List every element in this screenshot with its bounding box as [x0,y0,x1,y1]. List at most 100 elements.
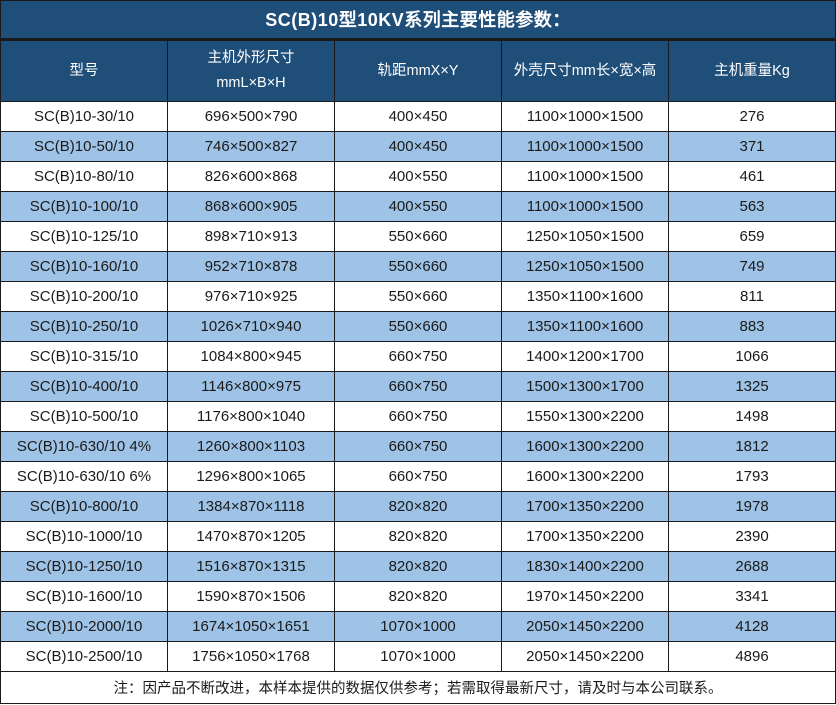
table-cell: 1146×800×975 [167,371,335,402]
table-cell: 1350×1100×1600 [501,281,669,312]
table-cell: SC(B)10-400/10 [0,371,168,402]
table-cell: 1550×1300×2200 [501,401,669,432]
table-cell: SC(B)10-1250/10 [0,551,168,582]
table-cell: 4128 [668,611,836,642]
table-cell: 550×660 [334,281,502,312]
table-cell: 826×600×868 [167,161,335,192]
table-cell: 371 [668,131,836,162]
table-cell: 952×710×878 [167,251,335,282]
table-cell: 811 [668,281,836,312]
table-cell: 1100×1000×1500 [501,161,669,192]
table-cell: 660×750 [334,461,502,492]
footer-row: 注：因产品不断改进，本样本提供的数据仅供参考；若需取得最新尺寸，请及时与本公司联… [0,671,836,704]
table-body: SC(B)10-30/10 696×500×790 400×450 1100×1000… [0,101,836,672]
table-row: SC(B)10-630/10 6% 1296×800×1065 660×750 160… [0,461,836,492]
table-cell: 1978 [668,491,836,522]
table-cell: 660×750 [334,431,502,462]
table-cell: 1084×800×945 [167,341,335,372]
table-row: SC(B)10-400/10 1146×800×975 660×750 1500×13… [0,371,836,402]
table-cell: SC(B)10-2000/10 [0,611,168,642]
table-row: SC(B)10-630/10 4% 1260×800×1103 660×750 160… [0,431,836,462]
table-cell: 1026×710×940 [167,311,335,342]
table-cell: 1700×1350×2200 [501,491,669,522]
table-cell: SC(B)10-630/10 4% [0,431,168,462]
table-row: SC(B)10-200/10 976×710×925 550×660 1350×110… [0,281,836,312]
column-header: 主机重量Kg [668,40,836,102]
table-cell: 1498 [668,401,836,432]
table-cell: SC(B)10-160/10 [0,251,168,282]
table-row: SC(B)10-1250/10 1516×870×1315 820×820 1830×… [0,551,836,582]
table-cell: 400×550 [334,161,502,192]
table-cell: 660×750 [334,341,502,372]
table-cell: 659 [668,221,836,252]
table-cell: 820×820 [334,581,502,612]
table-cell: SC(B)10-250/10 [0,311,168,342]
table-cell: 820×820 [334,521,502,552]
column-header: 轨距mmX×Y [334,40,502,102]
table-cell: SC(B)10-30/10 [0,101,168,132]
table-cell: 563 [668,191,836,222]
table-cell: 898×710×913 [167,221,335,252]
table-row: SC(B)10-125/10 898×710×913 550×660 1250×105… [0,221,836,252]
table-cell: 1100×1000×1500 [501,101,669,132]
table-cell: 2050×1450×2200 [501,611,669,642]
table-cell: 550×660 [334,221,502,252]
table-cell: 1100×1000×1500 [501,191,669,222]
table-cell: 1250×1050×1500 [501,221,669,252]
table-cell: 1600×1300×2200 [501,461,669,492]
table-cell: 3341 [668,581,836,612]
table-cell: 400×450 [334,131,502,162]
table-cell: 1350×1100×1600 [501,311,669,342]
table-cell: 276 [668,101,836,132]
table-cell: SC(B)10-200/10 [0,281,168,312]
table-cell: 2050×1450×2200 [501,641,669,672]
table-row: SC(B)10-500/10 1176×800×1040 660×750 1550×1… [0,401,836,432]
table-header: 型号 主机外形尺寸 mmL×B×H 轨距mmX×Y 外壳尺寸mm长×宽×高 主机重量Kg [0,40,836,102]
column-header: 主机外形尺寸 mmL×B×H [167,40,335,102]
table-cell: 660×750 [334,371,502,402]
table-row: SC(B)10-800/10 1384×870×1118 820×820 1700×1… [0,491,836,522]
table-row: SC(B)10-315/10 1084×800×945 660×750 1400×12… [0,341,836,372]
table-cell: SC(B)10-125/10 [0,221,168,252]
table-cell: 1793 [668,461,836,492]
table-cell: 1260×800×1103 [167,431,335,462]
table-cell: 1516×870×1315 [167,551,335,582]
table-row: SC(B)10-250/10 1026×710×940 550×660 1350×11… [0,311,836,342]
table-cell: 550×660 [334,251,502,282]
table-cell: SC(B)10-315/10 [0,341,168,372]
table-row: SC(B)10-2500/10 1756×1050×1768 1070×1000 20… [0,641,836,672]
table-cell: 820×820 [334,491,502,522]
table-cell: 1066 [668,341,836,372]
table-cell: 1600×1300×2200 [501,431,669,462]
table-cell: 1176×800×1040 [167,401,335,432]
table-cell: 1470×870×1205 [167,521,335,552]
table-row: SC(B)10-1000/10 1470×870×1205 820×820 1700×… [0,521,836,552]
table-cell: 400×450 [334,101,502,132]
table-cell: 2688 [668,551,836,582]
header-row: 型号 主机外形尺寸 mmL×B×H 轨距mmX×Y 外壳尺寸mm长×宽×高 主机重量Kg [0,40,836,102]
spec-table: 型号 主机外形尺寸 mmL×B×H 轨距mmX×Y 外壳尺寸mm长×宽×高 主机重量Kg… [0,40,836,704]
column-header: 外壳尺寸mm长×宽×高 [501,40,669,102]
table-cell: SC(B)10-2500/10 [0,641,168,672]
table-row: SC(B)10-160/10 952×710×878 550×660 1250×105… [0,251,836,282]
table-cell: 4896 [668,641,836,672]
table-cell: 1296×800×1065 [167,461,335,492]
table-cell: 1756×1050×1768 [167,641,335,672]
table-cell: 1400×1200×1700 [501,341,669,372]
table-cell: 660×750 [334,401,502,432]
table-footer: 注：因产品不断改进，本样本提供的数据仅供参考；若需取得最新尺寸，请及时与本公司联… [0,671,836,704]
table-cell: SC(B)10-500/10 [0,401,168,432]
table-cell: 461 [668,161,836,192]
footer-note: 注：因产品不断改进，本样本提供的数据仅供参考；若需取得最新尺寸，请及时与本公司联… [0,671,836,704]
table-row: SC(B)10-30/10 696×500×790 400×450 1100×1000… [0,101,836,132]
table-cell: SC(B)10-1600/10 [0,581,168,612]
table-cell: SC(B)10-100/10 [0,191,168,222]
table-cell: 746×500×827 [167,131,335,162]
table-cell: 1070×1000 [334,611,502,642]
table-cell: 1250×1050×1500 [501,251,669,282]
table-cell: SC(B)10-630/10 6% [0,461,168,492]
table-cell: 1070×1000 [334,641,502,672]
table-cell: 696×500×790 [167,101,335,132]
table-cell: 1100×1000×1500 [501,131,669,162]
